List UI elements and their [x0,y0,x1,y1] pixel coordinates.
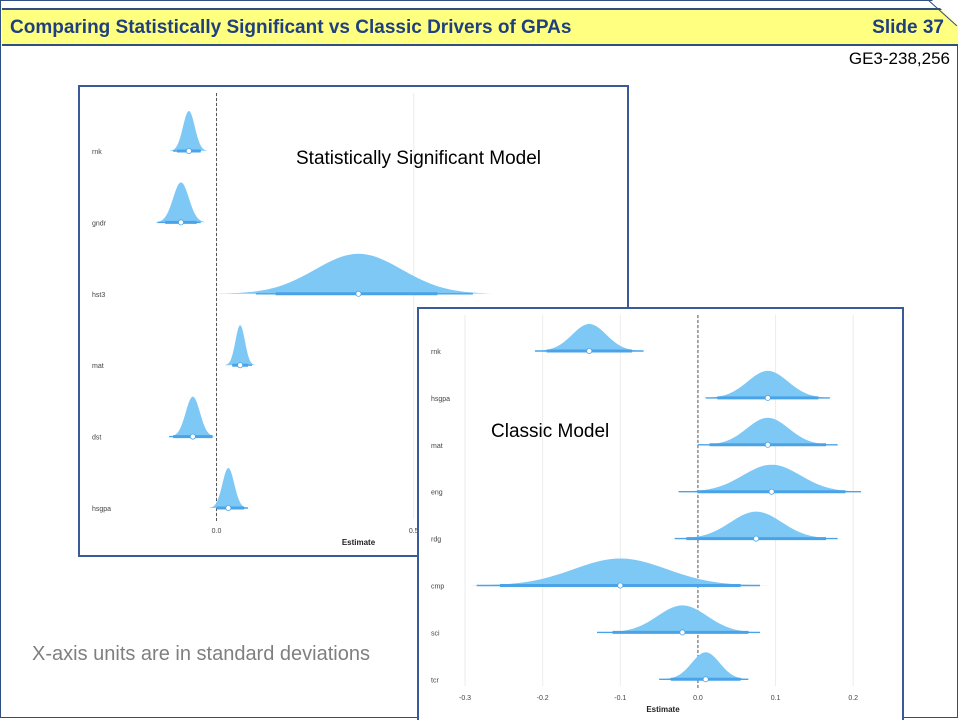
x-axis-label: Estimate [646,705,680,714]
x-tick-label: 0.0 [693,695,703,702]
classic-model-chart: -0.3 -0.2 -0.1 0.0 0.1 0.2 Estimate rnk hsgpa mat… [431,315,864,714]
point-estimate-rnk [185,148,192,155]
title-bar: Comparing Statistically Significant vs C… [2,8,958,46]
point-estimate-eng [768,488,775,495]
classic-model-title: Classic Model [491,421,610,442]
posterior-density-rnk [169,111,208,151]
point-estimate-hsgpa [764,394,771,401]
significant-model-title: Statistically Significant Model [296,148,541,169]
posterior-density-dst [170,396,216,437]
x-tick-label: 0.5 [409,528,419,535]
category-label: mat [431,443,443,450]
point-estimate-mat [764,441,771,448]
posterior-density-rdg [674,511,839,539]
point-estimate-mat [237,362,244,369]
posterior-density-cmp [471,558,770,586]
point-estimate-tcr [702,676,709,683]
classic-model-panel: -0.3 -0.2 -0.1 0.0 0.1 0.2 Estimate rnk hsgpa mat… [417,307,904,720]
category-label: hst3 [92,292,105,299]
x-tick-label: -0.3 [459,695,471,702]
posterior-density-eng [679,464,864,492]
category-label: cmp [431,584,444,591]
category-label: eng [431,490,443,497]
point-estimate-rnk [586,348,593,355]
category-label: hsgpa [92,506,111,513]
posterior-density-tcr [660,652,751,680]
posterior-density-mat [225,325,256,366]
category-label: dst [92,435,101,442]
posterior-density-gndr [155,182,207,223]
category-label: gndr [92,220,107,227]
category-label: rdg [431,537,441,544]
posterior-density-hsgpa [209,468,248,508]
slide-number: Slide 37 [872,17,944,38]
point-estimate-cmp [617,582,624,589]
point-estimate-hsgpa [225,504,232,511]
posterior-density-sci [602,605,762,633]
x-tick-label: 0.1 [771,695,781,702]
category-label: mat [92,363,104,370]
x-tick-label: -0.1 [614,695,626,702]
posterior-density-hst3 [219,253,498,294]
point-estimate-gndr [178,219,185,226]
point-estimate-hst3 [355,290,362,297]
slide-title: Comparing Statistically Significant vs C… [10,17,572,38]
category-label: rnk [431,349,441,356]
reference-code: GE3-238,256 [848,49,950,68]
x-tick-label: 0.0 [212,528,222,535]
point-estimate-dst [189,433,196,440]
point-estimate-rdg [753,535,760,542]
x-axis-label: Estimate [342,538,376,547]
posterior-density-hsgpa [703,370,833,398]
category-label: tcr [431,677,439,684]
posterior-density-rnk [534,324,644,351]
x-tick-label: -0.2 [537,695,549,702]
posterior-density-mat [700,417,835,445]
category-label: sci [431,630,440,637]
x-tick-label: 0.2 [848,695,858,702]
point-estimate-sci [679,629,686,636]
category-label: hsgpa [431,396,450,403]
significant-model-chart: 0.0 0.5 Estimate rnk gndr hst3 mat dst hsgpa [92,93,498,547]
axis-units-note: X-axis units are in standard deviations [32,643,370,665]
category-label: rnk [92,149,102,156]
